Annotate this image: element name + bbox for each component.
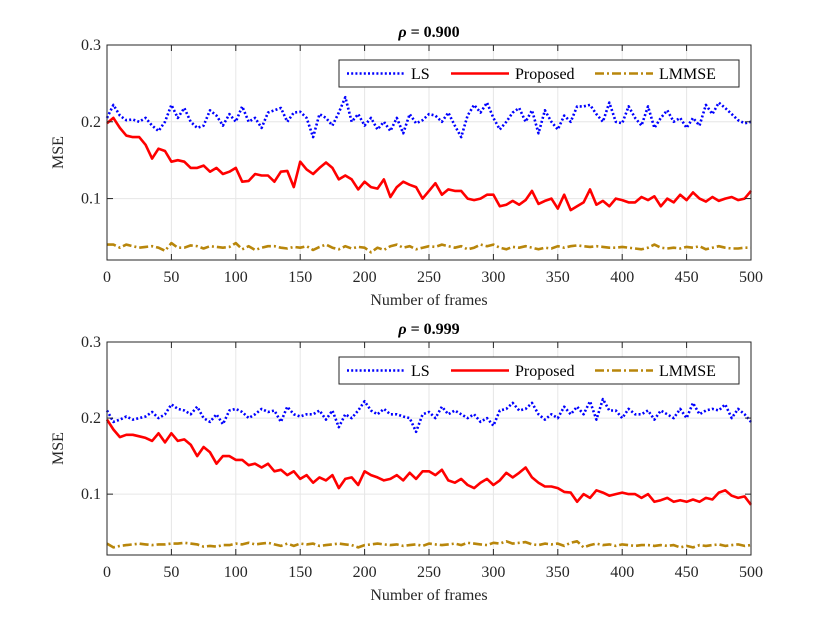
title-value: = 0.900 bbox=[407, 24, 460, 41]
legend-label-ls: LS bbox=[411, 363, 430, 380]
series-line-ls bbox=[105, 95, 752, 139]
x-tick-label: 50 bbox=[163, 269, 179, 286]
legend-label-proposed: Proposed bbox=[515, 363, 575, 380]
x-axis-label: Number of frames bbox=[370, 292, 487, 309]
legend-label-proposed: Proposed bbox=[515, 66, 575, 83]
legend-label-lmmse: LMMSE bbox=[659, 66, 716, 83]
x-tick-label: 100 bbox=[224, 269, 248, 286]
y-axis-label: MSE bbox=[50, 432, 67, 465]
y-tick-label: 0.2 bbox=[81, 114, 101, 131]
title-symbol: ρ bbox=[397, 24, 406, 41]
x-tick-label: 0 bbox=[103, 269, 111, 286]
x-tick-label: 50 bbox=[163, 564, 179, 581]
x-tick-label: 400 bbox=[610, 269, 634, 286]
legend-box bbox=[338, 356, 740, 385]
chart-title: ρ = 0.900 bbox=[397, 24, 459, 41]
x-tick-label: 500 bbox=[739, 564, 763, 581]
series-line-lmmse bbox=[107, 241, 751, 254]
y-axis-label: MSE bbox=[50, 136, 67, 169]
y-tick-label: 0.3 bbox=[81, 37, 101, 54]
legend: LS Proposed LMMSE bbox=[338, 59, 740, 88]
series-line-proposed bbox=[106, 116, 752, 212]
legend-box bbox=[338, 59, 740, 88]
x-tick-label: 0 bbox=[103, 564, 111, 581]
x-tick-label: 200 bbox=[353, 269, 377, 286]
x-tick-label: 250 bbox=[417, 269, 441, 286]
y-tick-label: 0.3 bbox=[81, 334, 101, 351]
x-tick-label: 150 bbox=[288, 269, 312, 286]
x-tick-label: 500 bbox=[739, 269, 763, 286]
x-tick-label: 250 bbox=[417, 564, 441, 581]
x-tick-label: 450 bbox=[675, 564, 699, 581]
x-tick-label: 300 bbox=[481, 564, 505, 581]
chart-panel-1: 0 50 100 150 200 250 300 350 400 450 500 0.1 0.2 0.3 N… bbox=[50, 24, 763, 309]
legend-label-lmmse: LMMSE bbox=[659, 363, 716, 380]
x-tick-label: 350 bbox=[546, 269, 570, 286]
title-symbol: ρ bbox=[397, 321, 406, 338]
x-tick-label: 200 bbox=[353, 564, 377, 581]
y-tick-label: 0.1 bbox=[81, 486, 101, 503]
series-line-lmmse bbox=[106, 539, 752, 549]
chart-panel-2: 0 50 100 150 200 250 300 350 400 450 500 0.1 0.2 0.3 N… bbox=[50, 321, 763, 604]
x-tick-label: 150 bbox=[288, 564, 312, 581]
x-axis-label: Number of frames bbox=[370, 587, 487, 604]
x-tick-label: 300 bbox=[481, 269, 505, 286]
x-tick-label: 400 bbox=[610, 564, 634, 581]
chart-title: ρ = 0.999 bbox=[397, 321, 459, 338]
legend-label-ls: LS bbox=[411, 66, 430, 83]
x-tick-label: 450 bbox=[675, 269, 699, 286]
y-tick-label: 0.1 bbox=[81, 191, 101, 208]
x-tick-label: 350 bbox=[546, 564, 570, 581]
series-line-proposed bbox=[105, 418, 753, 506]
x-tick-label: 100 bbox=[224, 564, 248, 581]
series-line-ls bbox=[105, 397, 752, 434]
y-tick-label: 0.2 bbox=[81, 410, 101, 427]
title-value: = 0.999 bbox=[407, 321, 460, 338]
legend: LS Proposed LMMSE bbox=[338, 356, 740, 385]
